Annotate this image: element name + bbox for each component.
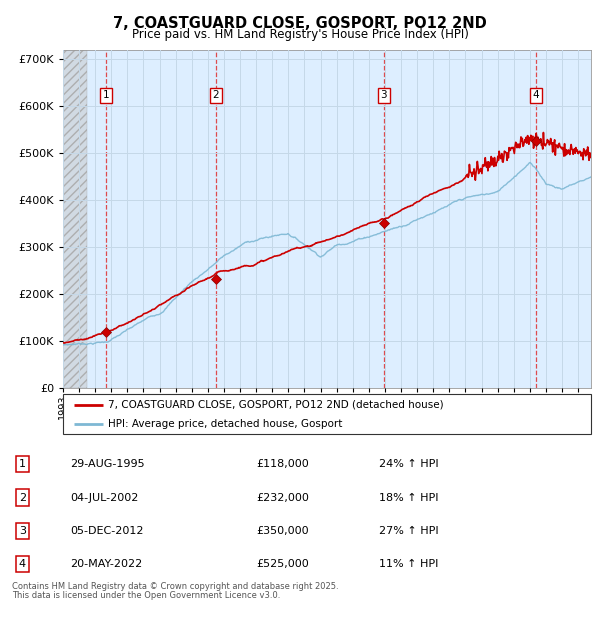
Text: £350,000: £350,000 <box>256 526 309 536</box>
Text: £525,000: £525,000 <box>256 559 309 569</box>
Text: 11% ↑ HPI: 11% ↑ HPI <box>379 559 438 569</box>
Text: 4: 4 <box>533 91 539 100</box>
Text: 3: 3 <box>380 91 387 100</box>
Text: 20-MAY-2022: 20-MAY-2022 <box>70 559 142 569</box>
FancyBboxPatch shape <box>63 394 591 434</box>
Text: Contains HM Land Registry data © Crown copyright and database right 2025.: Contains HM Land Registry data © Crown c… <box>12 582 338 591</box>
Text: 7, COASTGUARD CLOSE, GOSPORT, PO12 2ND (detached house): 7, COASTGUARD CLOSE, GOSPORT, PO12 2ND (… <box>108 399 443 410</box>
Text: This data is licensed under the Open Government Licence v3.0.: This data is licensed under the Open Gov… <box>12 591 280 600</box>
Text: 2: 2 <box>19 492 26 503</box>
Text: 29-AUG-1995: 29-AUG-1995 <box>70 459 145 469</box>
Text: 1: 1 <box>19 459 26 469</box>
Text: 18% ↑ HPI: 18% ↑ HPI <box>379 492 438 503</box>
Text: HPI: Average price, detached house, Gosport: HPI: Average price, detached house, Gosp… <box>108 419 342 429</box>
Text: £232,000: £232,000 <box>256 492 310 503</box>
Text: 27% ↑ HPI: 27% ↑ HPI <box>379 526 438 536</box>
Text: 3: 3 <box>19 526 26 536</box>
Text: 1: 1 <box>103 91 109 100</box>
Text: 05-DEC-2012: 05-DEC-2012 <box>70 526 144 536</box>
Text: 4: 4 <box>19 559 26 569</box>
Text: 2: 2 <box>212 91 219 100</box>
Text: 24% ↑ HPI: 24% ↑ HPI <box>379 459 438 469</box>
Text: £118,000: £118,000 <box>256 459 309 469</box>
Text: 04-JUL-2002: 04-JUL-2002 <box>70 492 139 503</box>
Text: 7, COASTGUARD CLOSE, GOSPORT, PO12 2ND: 7, COASTGUARD CLOSE, GOSPORT, PO12 2ND <box>113 16 487 30</box>
Text: Price paid vs. HM Land Registry's House Price Index (HPI): Price paid vs. HM Land Registry's House … <box>131 28 469 41</box>
